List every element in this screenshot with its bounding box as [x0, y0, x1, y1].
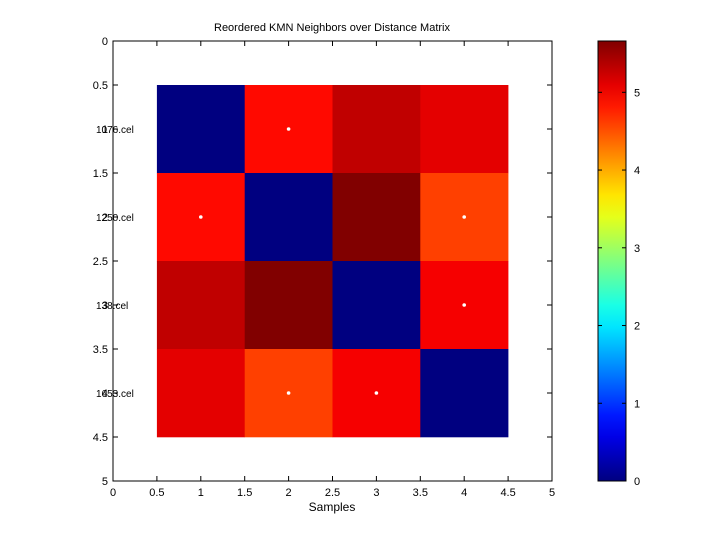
- row-label: 1653.cel: [96, 389, 134, 400]
- heatmap-cell: [420, 85, 509, 174]
- colorbar-ticks: 0 1 2 3 4 5: [598, 87, 640, 488]
- heatmap-cell: [332, 261, 421, 350]
- y-tick-label: 0.5: [93, 80, 108, 92]
- x-tick-label: 0.5: [149, 487, 164, 499]
- row-label: 1076.cel: [96, 125, 134, 136]
- heatmap-cell: [156, 261, 245, 350]
- neighbor-marker: [286, 391, 291, 395]
- heatmap-cell: [420, 349, 509, 438]
- y-tick-label: 4.5: [93, 432, 108, 444]
- y-tick-label: 4: [102, 388, 108, 400]
- x-tick-label: 4: [461, 487, 467, 499]
- x-tick-label: 5: [549, 487, 555, 499]
- y-tick-label: 2.5: [93, 256, 108, 268]
- y-tick-label: 3.5: [93, 344, 108, 356]
- heatmap-cell: [332, 173, 421, 262]
- y-tick-label: 1.5: [93, 168, 108, 180]
- x-tick-label: 1.5: [237, 487, 252, 499]
- colorbar-tick-label: 4: [634, 165, 640, 177]
- x-tick-label: 4.5: [500, 487, 515, 499]
- heatmap-cell: [244, 261, 333, 350]
- heatmap-cell: [156, 85, 245, 174]
- neighbor-marker: [462, 215, 467, 219]
- neighbor-marker: [374, 391, 379, 395]
- y-axis-ticks: 0 0.5 1 1.5 2 2.5 3 3.5 4 4.5 5: [93, 36, 552, 488]
- row-label: 1250.cel: [96, 213, 134, 224]
- y-tick-label: 1: [102, 124, 108, 136]
- colorbar-tick-label: 3: [634, 243, 640, 255]
- row-labels: 1076.cel 1250.cel 138.cel 1653.cel: [96, 125, 134, 400]
- neighbor-marker: [462, 303, 467, 307]
- neighbor-marker: [286, 127, 291, 131]
- row-label: 138.cel: [96, 301, 128, 312]
- x-tick-label: 2.5: [325, 487, 340, 499]
- x-axis-label: Samples: [309, 500, 356, 514]
- colorbar-tick-label: 5: [634, 87, 640, 99]
- chart-title: Reordered KMN Neighbors over Distance Ma…: [214, 22, 450, 34]
- colorbar-tick-label: 0: [634, 476, 640, 488]
- y-tick-label: 2: [102, 212, 108, 224]
- heatmap-cell: [156, 349, 245, 438]
- y-tick-label: 5: [102, 476, 108, 488]
- x-tick-label: 0: [110, 487, 116, 499]
- colorbar-tick-label: 1: [634, 398, 640, 410]
- y-tick-label: 3: [102, 300, 108, 312]
- heatmap-cell: [332, 85, 421, 174]
- x-axis-ticks: 0 0.5 1 1.5 2 2.5 3 3.5 4 4.5 5: [110, 41, 555, 499]
- heatmap-cells: [156, 85, 509, 438]
- x-tick-label: 1: [198, 487, 204, 499]
- neighbor-marker: [199, 215, 203, 219]
- x-tick-label: 2: [286, 487, 292, 499]
- y-tick-label: 0: [102, 36, 108, 48]
- colorbar-tick-label: 2: [634, 321, 640, 333]
- heatmap-cell: [244, 173, 333, 262]
- x-tick-label: 3.5: [413, 487, 428, 499]
- neighbor-markers: [199, 127, 467, 395]
- x-tick-label: 3: [373, 487, 379, 499]
- colorbar: [597, 40, 627, 482]
